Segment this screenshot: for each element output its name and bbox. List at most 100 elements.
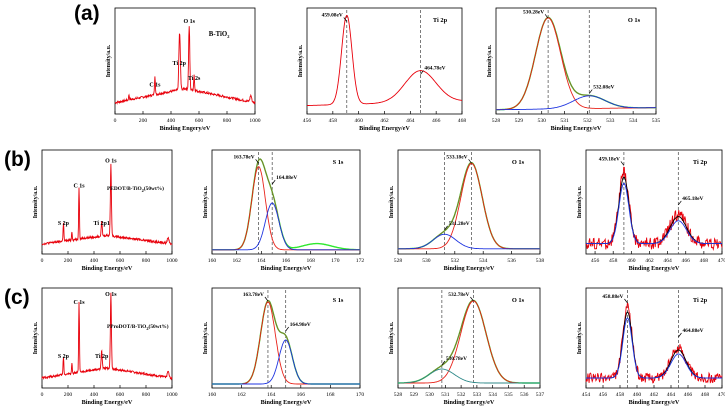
x-tick-label: 531 — [560, 118, 569, 124]
plot-frame — [41, 287, 173, 389]
x-tick-label: 460 — [627, 258, 636, 264]
x-tick-label: 200 — [139, 118, 148, 124]
peak-label: 530.28eV — [523, 9, 544, 15]
x-tick-label: 533 — [473, 392, 482, 398]
peak-label-arrow — [470, 296, 474, 302]
y-axis-label: Intensity/a.u. — [577, 321, 583, 354]
series-fit — [398, 162, 540, 250]
x-tick-label: 164 — [267, 392, 276, 398]
x-tick-label: 532 — [457, 392, 466, 398]
peak-label-arrow — [588, 89, 593, 94]
x-tick-label: 528 — [394, 258, 403, 264]
x-tick-label: 531 — [441, 392, 450, 398]
x-tick-label: 0 — [41, 258, 44, 264]
x-tick-label: 528 — [492, 118, 501, 124]
peak-annotation: C 1s — [73, 183, 85, 189]
peak-label: 459.08eV — [322, 12, 343, 18]
x-tick-label: 600 — [195, 118, 204, 124]
x-tick-label: 534 — [488, 392, 497, 398]
series-s-2p1-2 — [212, 202, 360, 251]
peak-annotation: C 1s — [149, 82, 161, 88]
peak-label: 164.88eV — [276, 175, 297, 181]
series-s-2p1-2 — [212, 339, 360, 385]
x-tick-label: 800 — [223, 118, 232, 124]
series-raw — [585, 166, 723, 252]
x-tick-label: 0 — [114, 118, 117, 124]
peak-label: 464.88eV — [682, 328, 703, 334]
series-ti-2p3-2 — [586, 182, 722, 245]
peak-label: 532.08eV — [593, 85, 614, 91]
x-tick-label: 534 — [629, 118, 638, 124]
x-axis-label: Binding Energy/eV — [629, 399, 680, 406]
peak-label-arrow — [420, 70, 424, 75]
x-axis-label: Binding Energy/eV — [551, 125, 602, 132]
sample-label: B-TiO2 — [209, 31, 230, 39]
row-label-b: (b) — [4, 148, 31, 171]
peak-annotation: Ti 2p1 — [93, 221, 109, 227]
panel-title: S 1s — [333, 159, 344, 166]
chart-a-survey: 0 200 400 600 800 1000 Binding Engery/eV Intens… — [106, 7, 261, 132]
x-axis-label: Binding Energy/eV — [261, 265, 312, 272]
x-tick-label: 536 — [507, 258, 516, 264]
x-tick-label: 162 — [237, 392, 246, 398]
x-tick-label: 200 — [64, 258, 73, 264]
peak-annotation: O 1s — [105, 292, 117, 298]
series-o-h — [496, 95, 656, 111]
x-tick-label: 170 — [356, 392, 365, 398]
peak-label: 465.18eV — [682, 196, 703, 202]
panel-title: S 1s — [333, 297, 344, 304]
panel-title: Ti 2p — [433, 17, 448, 24]
chart-a-ti2p: 456 458 460 462 464 466 468 Binding Energy/eV In… — [298, 7, 466, 132]
series-raw — [212, 158, 360, 251]
x-tick-label: 470 — [718, 392, 725, 398]
x-tick-label: 600 — [116, 392, 125, 398]
y-axis-label: Intensity/a.u. — [33, 321, 39, 354]
x-tick-label: 462 — [380, 118, 389, 124]
x-tick-label: 534 — [479, 258, 488, 264]
x-tick-label: 460 — [354, 118, 363, 124]
x-tick-label: 468 — [700, 258, 709, 264]
peak-label: 459.18eV — [599, 156, 620, 162]
series-o-ti — [496, 17, 656, 111]
peak-label-arrow — [271, 179, 276, 185]
series-ti-2p3-2 — [586, 317, 722, 379]
x-axis-label: Binding Energy/eV — [629, 265, 680, 272]
peak-label-arrow — [343, 17, 348, 22]
peak-label: 163.78eV — [243, 292, 264, 298]
panel-title: O 1s — [512, 297, 525, 304]
peak-label-arrow — [264, 296, 269, 302]
series-fit — [398, 299, 540, 384]
x-tick-label: 529 — [515, 118, 524, 124]
series-raw — [398, 162, 540, 250]
panel-title: O 1s — [512, 159, 525, 166]
x-tick-label: 1000 — [249, 118, 260, 124]
x-tick-label: 532 — [583, 118, 592, 124]
peak-label: 533.18eV — [446, 154, 467, 160]
series-c-o — [398, 163, 540, 250]
plot-frame — [585, 149, 723, 255]
peak-annotation: Ti 2p — [95, 354, 109, 360]
y-axis-label: Intensity/a.u. — [298, 44, 304, 77]
peak-label: 532.78eV — [448, 292, 469, 298]
x-tick-label: 528 — [394, 392, 403, 398]
x-tick-label: 456 — [591, 258, 600, 264]
peak-label-arrow — [285, 326, 289, 332]
x-tick-label: 458 — [329, 118, 338, 124]
series-raw — [585, 302, 723, 384]
series-o-ti — [398, 233, 540, 250]
series-survey — [114, 26, 256, 105]
x-tick-label: 458 — [616, 392, 625, 398]
x-tick-label: 464 — [663, 258, 672, 264]
peak-annotation: Ti 2p — [173, 61, 187, 67]
peak-label-arrow — [678, 200, 682, 206]
x-tick-label: 458 — [609, 258, 618, 264]
x-tick-label: 464 — [406, 118, 415, 124]
chart-c-survey: 0 200 400 600 800 1000 Binding Energy/eV Intens… — [33, 287, 178, 406]
sample-label: PEDOT/B-TiO2(50wt%) — [107, 185, 164, 193]
peak-annotation: S 2p — [58, 354, 70, 360]
series-fit — [586, 311, 722, 379]
chart-b-o1s: 528 530 532 534 536 538 Binding Energy/eV Inten… — [389, 149, 544, 272]
x-tick-label: 530 — [425, 392, 434, 398]
x-tick-label: 537 — [536, 392, 545, 398]
